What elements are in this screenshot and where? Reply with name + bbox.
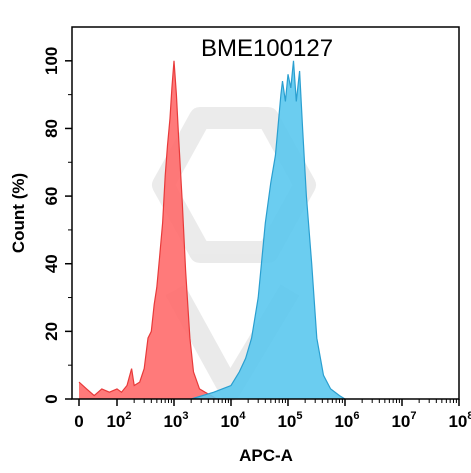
y-tick-label: 0 bbox=[42, 394, 61, 403]
series-2-outline bbox=[191, 60, 346, 400]
x-tick-label: 103 bbox=[163, 410, 188, 431]
histogram-series-layer bbox=[78, 60, 346, 400]
series-1-outline bbox=[78, 60, 217, 400]
x-tick-label: 102 bbox=[106, 410, 131, 431]
x-tick-label: 104 bbox=[220, 410, 246, 431]
series-2-area bbox=[191, 60, 345, 400]
x-tick-label: 105 bbox=[277, 410, 302, 431]
y-axis-title: Count (%) bbox=[9, 173, 28, 253]
x-axis: 0 102 103 104 105 106 107 108 bbox=[74, 399, 471, 431]
y-axis: 0 20 40 60 80 100 bbox=[42, 47, 72, 404]
series-1-area bbox=[79, 60, 217, 400]
y-tick-label: 80 bbox=[42, 119, 61, 138]
chart-title: BME100127 bbox=[201, 35, 333, 62]
y-tick-label: 20 bbox=[42, 322, 61, 341]
y-tick-label: 100 bbox=[42, 47, 61, 75]
x-tick-label: 106 bbox=[334, 410, 359, 431]
x-tick-label: 0 bbox=[74, 412, 83, 431]
y-tick-label: 60 bbox=[42, 187, 61, 206]
x-tick-label: 108 bbox=[448, 410, 471, 431]
y-tick-label: 40 bbox=[42, 254, 61, 273]
x-tick-label: 107 bbox=[391, 410, 416, 431]
x-axis-title: APC-A bbox=[239, 446, 293, 465]
